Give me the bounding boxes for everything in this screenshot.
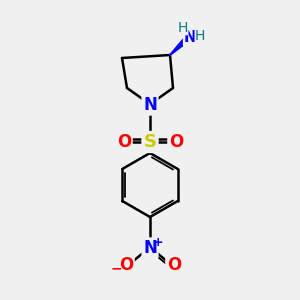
Text: −: − bbox=[110, 261, 122, 275]
Text: O: O bbox=[169, 133, 183, 151]
Text: N: N bbox=[143, 96, 157, 114]
Text: +: + bbox=[153, 236, 163, 248]
Text: O: O bbox=[167, 256, 181, 274]
Text: N: N bbox=[184, 31, 196, 46]
Text: H: H bbox=[178, 21, 188, 35]
Text: O: O bbox=[117, 133, 131, 151]
Polygon shape bbox=[170, 36, 190, 55]
Text: N: N bbox=[143, 239, 157, 257]
Text: S: S bbox=[143, 133, 157, 151]
Text: H: H bbox=[195, 29, 205, 43]
Text: O: O bbox=[119, 256, 133, 274]
